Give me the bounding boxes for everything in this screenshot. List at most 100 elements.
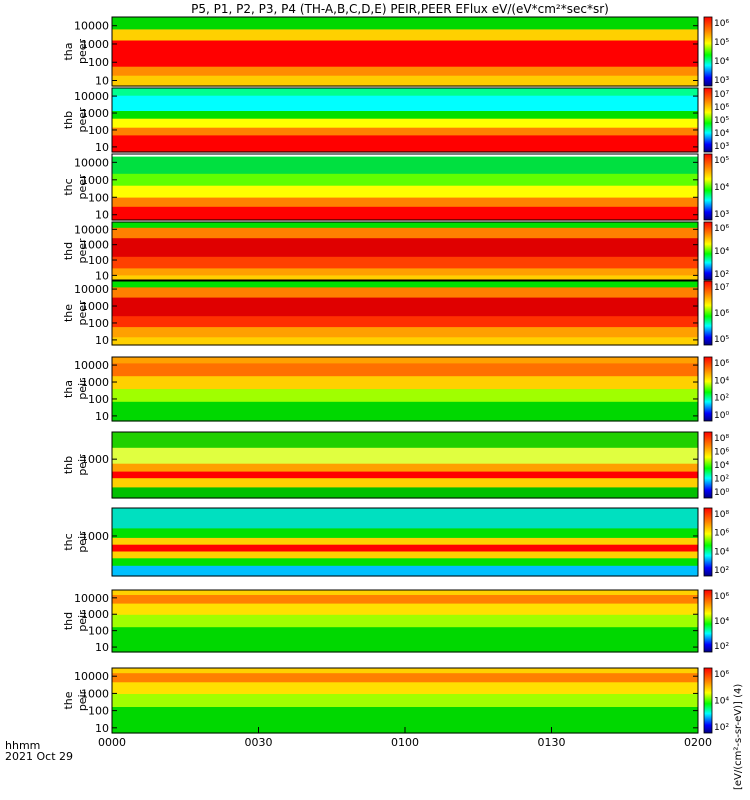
colorbar-thc-peir bbox=[703, 507, 713, 577]
colorbar-tick-the-peir-0: 10⁶ bbox=[714, 670, 729, 680]
panel-frame-tha-peer bbox=[111, 16, 699, 87]
band-thc-peer-3 bbox=[112, 185, 698, 199]
band-the-peer-0 bbox=[112, 281, 698, 288]
ytick-label-thb-peer-2: 100 bbox=[88, 124, 109, 137]
ytick-label-thc-peer-0: 10000 bbox=[74, 156, 109, 169]
colorbar-tick-tha-peer-3: 10³ bbox=[714, 76, 729, 86]
colorbar-tick-tha-peer-0: 10⁶ bbox=[714, 19, 729, 29]
panel-frame-thc-peer bbox=[111, 153, 699, 221]
band-thb-peir-1 bbox=[112, 447, 698, 465]
colorbar-tick-thd-peer-0: 10⁶ bbox=[714, 224, 729, 234]
ylabel-instrument-thd-peir: peir bbox=[76, 610, 89, 632]
colorbar-tick-thb-peer-4: 10³ bbox=[714, 142, 729, 152]
ytick-label-the-peer-3: 10 bbox=[95, 334, 109, 347]
ytick-label-the-peir-3: 10 bbox=[95, 722, 109, 735]
band-thc-peir-6 bbox=[112, 565, 698, 577]
ylabel-probe-the-peir: the bbox=[62, 691, 75, 709]
panel-frame-thd-peer bbox=[111, 221, 699, 281]
colorbar-tick-thc-peer-2: 10³ bbox=[714, 210, 729, 220]
time-axis: 0000 0030 0100 0130 0200 bbox=[98, 727, 712, 749]
ytick-label-the-peir-2: 100 bbox=[88, 705, 109, 718]
band-the-peir-3 bbox=[112, 694, 698, 708]
band-tha-peir-4 bbox=[112, 401, 698, 422]
band-tha-peer-1 bbox=[112, 29, 698, 41]
colorbar-tick-thb-peer-2: 10⁵ bbox=[714, 116, 729, 126]
ylabel-instrument-thb-peir: peir bbox=[76, 454, 89, 476]
band-thd-peer-3 bbox=[112, 256, 698, 269]
band-tha-peir-2 bbox=[112, 376, 698, 390]
ylabel-instrument-the-peir: peir bbox=[76, 689, 89, 711]
band-thc-peir-1 bbox=[112, 528, 698, 539]
colorbar-tha-peir bbox=[703, 356, 713, 422]
band-tha-peer-0 bbox=[112, 17, 698, 30]
band-tha-peer-4 bbox=[112, 75, 698, 87]
colorbar-tick-thb-peer-1: 10⁶ bbox=[714, 103, 729, 113]
ytick-label-tha-peir-2: 100 bbox=[88, 393, 109, 406]
panel-frame-thd-peir bbox=[111, 589, 699, 653]
colorbar-tick-thb-peir-1: 10⁶ bbox=[714, 448, 729, 458]
colorbar-tick-thd-peer-2: 10² bbox=[714, 270, 729, 280]
colorbar-the-peer bbox=[703, 280, 713, 346]
band-thd-peir-3 bbox=[112, 614, 698, 628]
colorbar-thb-peer bbox=[703, 87, 713, 153]
ylabel-probe-thb-peer: thb bbox=[62, 111, 75, 129]
ytick-label-thd-peer-2: 100 bbox=[88, 254, 109, 267]
colorbar-tick-the-peir-2: 10² bbox=[714, 723, 729, 733]
band-thd-peir-2 bbox=[112, 603, 698, 616]
band-thb-peir-0 bbox=[112, 432, 698, 449]
band-thc-peer-2 bbox=[112, 173, 698, 187]
panel-thc-peer: 10000 1000 100 10 thc peer 10⁵ 10⁴ 10³ bbox=[62, 153, 729, 222]
band-thb-peir-2 bbox=[112, 463, 698, 473]
colorbar-tick-thd-peir-1: 10⁴ bbox=[714, 617, 729, 627]
ytick-label-thb-peer-1: 1000 bbox=[81, 107, 109, 120]
xtick-label-4: 0200 bbox=[684, 736, 712, 749]
colorbar-tick-the-peer-2: 10⁵ bbox=[714, 335, 729, 345]
band-thc-peir-3 bbox=[112, 544, 698, 553]
ytick-label-thc-peir-0: 1000 bbox=[81, 530, 109, 543]
ytick-label-tha-peir-1: 1000 bbox=[81, 376, 109, 389]
band-the-peir-2 bbox=[112, 682, 698, 695]
ytick-label-thd-peir-1: 1000 bbox=[81, 608, 109, 621]
band-the-peer-2 bbox=[112, 297, 698, 317]
band-thd-peir-1 bbox=[112, 595, 698, 605]
panel-thb-peir: 1000 thb peir 10⁸ 10⁶ 10⁴ 10² 10⁰ bbox=[62, 431, 729, 499]
band-thc-peir-0 bbox=[112, 508, 698, 529]
band-thb-peer-4 bbox=[112, 127, 698, 136]
colorbar-tick-thb-peir-0: 10⁸ bbox=[714, 434, 729, 444]
colorbar-tick-thc-peer-1: 10⁴ bbox=[714, 183, 729, 193]
band-thc-peer-5 bbox=[112, 206, 698, 221]
ylabel-instrument-tha-peer: peer bbox=[76, 39, 89, 65]
band-thb-peer-3 bbox=[112, 118, 698, 129]
panel-frame-thc-peir bbox=[111, 507, 699, 577]
colorbar-tha-peer bbox=[703, 16, 713, 87]
colorbar-tick-tha-peer-2: 10⁴ bbox=[714, 57, 729, 67]
xtick-label-0: 0000 bbox=[98, 736, 126, 749]
colorbar-tick-tha-peir-1: 10⁴ bbox=[714, 376, 729, 386]
band-tha-peir-3 bbox=[112, 389, 698, 403]
band-thd-peir-0 bbox=[112, 590, 698, 596]
ytick-label-thd-peer-3: 10 bbox=[95, 269, 109, 282]
panel-the-peer: 10000 1000 100 10 the peer 10⁷ 10⁶ 10⁵ bbox=[62, 280, 729, 347]
band-the-peer-1 bbox=[112, 287, 698, 299]
band-thd-peer-1 bbox=[112, 227, 698, 239]
colorbar-tick-thd-peir-0: 10⁶ bbox=[714, 592, 729, 602]
time-axis-label: hhmm bbox=[5, 739, 40, 752]
band-thb-peer-0 bbox=[112, 88, 698, 97]
ytick-label-the-peir-1: 1000 bbox=[81, 687, 109, 700]
ytick-label-thc-peer-1: 1000 bbox=[81, 174, 109, 187]
panel-the-peir: 10000 1000 100 10 the peir 10⁶ 10⁴ 10² bbox=[62, 667, 729, 735]
ytick-label-tha-peer-1: 1000 bbox=[81, 38, 109, 51]
ylabel-probe-thd-peir: thd bbox=[62, 612, 75, 630]
colorbar-tick-thc-peir-2: 10⁴ bbox=[714, 547, 729, 557]
colorbar-tick-tha-peir-3: 10⁰ bbox=[714, 411, 729, 421]
panel-thb-peer: 10000 1000 100 10 thb peer 10⁷ 10⁶ 10⁵ 10⁴ 10³ bbox=[62, 87, 729, 154]
ytick-label-tha-peir-0: 10000 bbox=[74, 359, 109, 372]
ytick-label-the-peer-1: 1000 bbox=[81, 300, 109, 313]
colorbar-thd-peir bbox=[703, 589, 713, 653]
ylabel-instrument-the-peer: peer bbox=[76, 300, 89, 326]
band-thd-peer-0 bbox=[112, 222, 698, 229]
band-tha-peer-2 bbox=[112, 40, 698, 68]
ytick-label-thd-peer-0: 10000 bbox=[74, 223, 109, 236]
colorbar-tick-tha-peir-2: 10² bbox=[714, 394, 729, 404]
